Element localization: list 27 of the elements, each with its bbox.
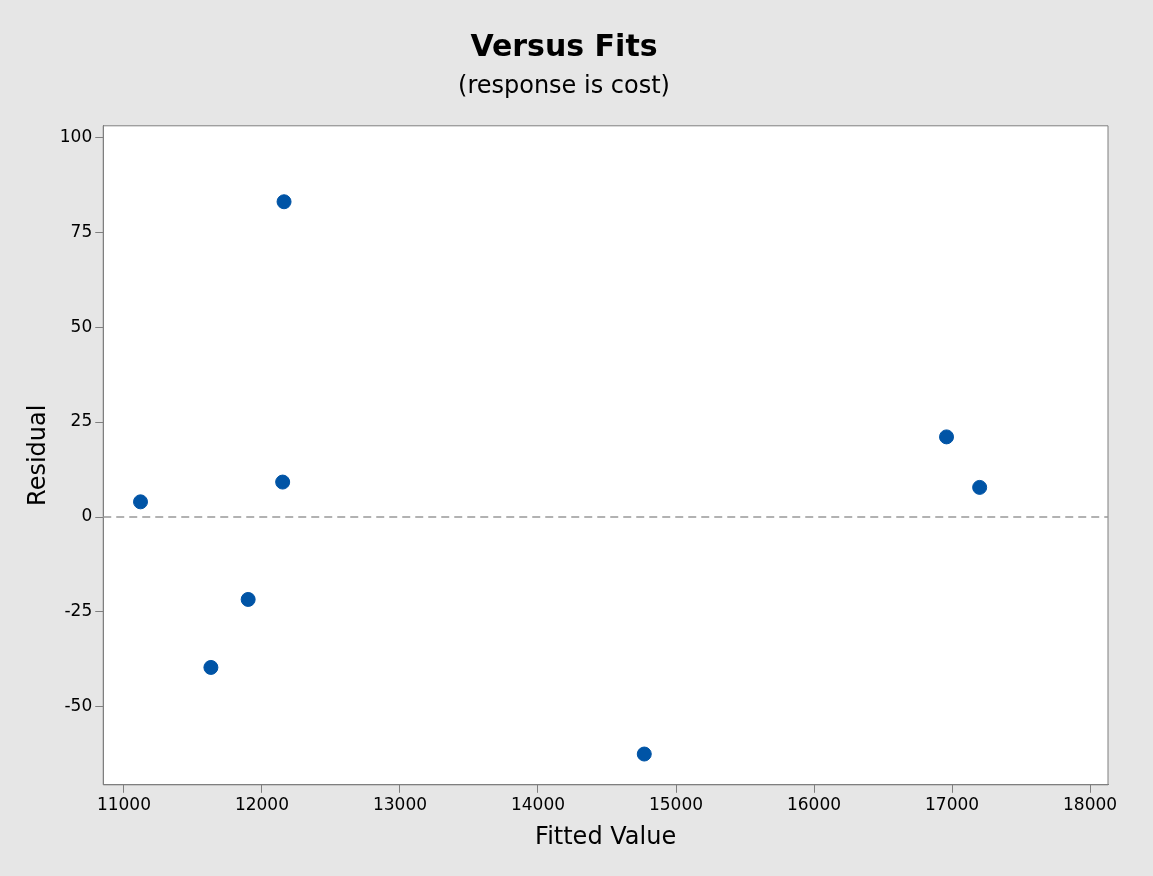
- point: [972, 479, 988, 495]
- y-tick-label: 75: [70, 220, 93, 241]
- point: [275, 474, 291, 490]
- x-tick-label: 17000: [925, 794, 980, 815]
- y-tick-label: -50: [64, 695, 93, 716]
- x-tick-label: 11000: [96, 794, 151, 815]
- y-tick-label: 25: [70, 410, 93, 431]
- point: [636, 746, 652, 762]
- y-tick-label: 50: [70, 315, 93, 336]
- chart-subtitle: (response is cost): [458, 70, 670, 99]
- point: [276, 194, 292, 210]
- chart-title: Versus Fits: [470, 27, 658, 63]
- x-tick-label: 13000: [372, 794, 428, 815]
- point: [133, 494, 149, 510]
- x-tick-label: 15000: [648, 794, 704, 815]
- point: [939, 429, 955, 445]
- point: [240, 591, 256, 607]
- y-tick-label: -25: [64, 600, 93, 621]
- y-tick-label: 0: [81, 505, 93, 526]
- x-tick-label: 12000: [234, 794, 290, 815]
- y-tick-label: 100: [59, 125, 93, 146]
- y-axis-title: Residual: [22, 404, 51, 506]
- x-axis-title: Fitted Value: [535, 821, 677, 850]
- x-tick-label: 16000: [786, 794, 842, 815]
- x-tick-label: 18000: [1063, 794, 1118, 815]
- point: [203, 659, 219, 675]
- x-tick-label: 14000: [510, 794, 566, 815]
